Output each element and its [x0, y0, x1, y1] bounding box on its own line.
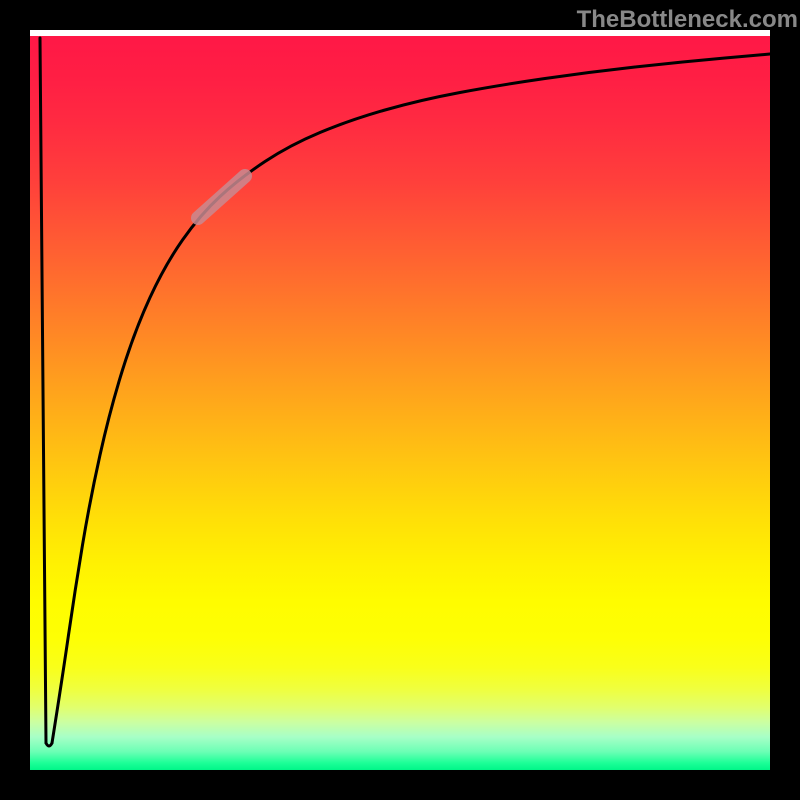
curve-right-branch: [52, 54, 770, 743]
watermark-text: TheBottleneck.com: [577, 6, 798, 34]
chart-root: TheBottleneck.com: [0, 0, 800, 800]
plot-svg: [0, 0, 800, 800]
curve-left-branch: [40, 38, 46, 743]
